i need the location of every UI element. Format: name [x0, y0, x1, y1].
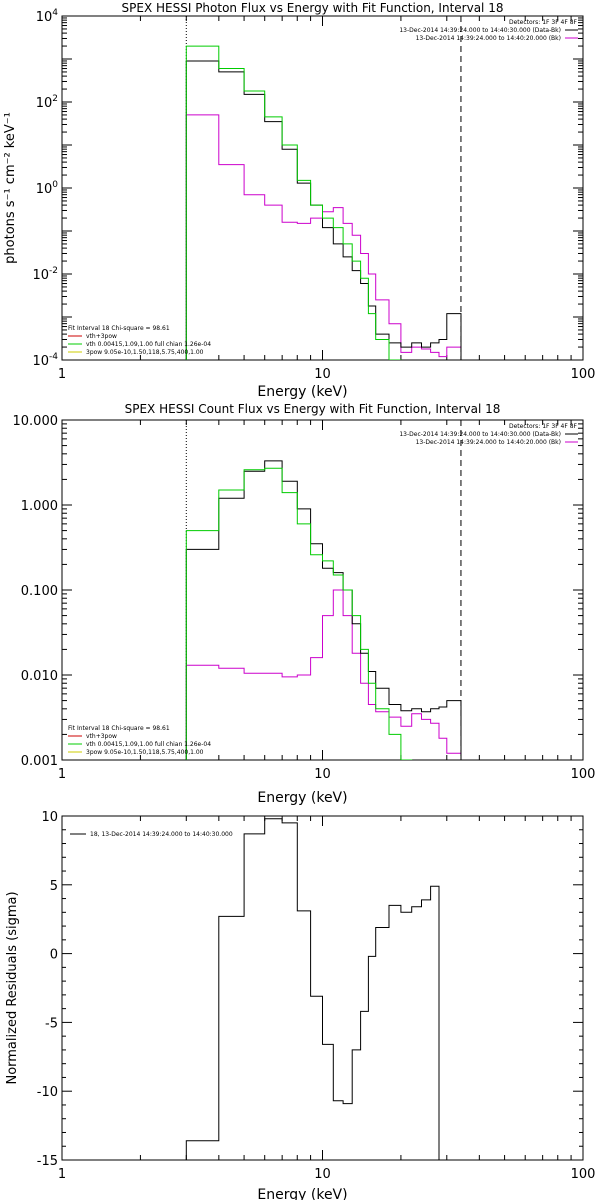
y-axis-label: photons s⁻¹ cm⁻² keV⁻¹: [3, 112, 18, 264]
x-tick-label: 10: [314, 1167, 331, 1182]
plot-area: [185, 45, 462, 360]
plot-area: [185, 460, 462, 760]
y-tick-label: 100: [36, 180, 59, 197]
plot-frame: [61, 15, 584, 361]
y-axis-label: Normalized Residuals (sigma): [5, 891, 20, 1084]
legend-entry: 18, 13-Dec-2014 14:39:24.000 to 14:40:30…: [90, 831, 233, 838]
x-tick-label: 1: [58, 767, 66, 782]
y-tick-label: 104: [36, 8, 59, 25]
x-tick-label: 10: [314, 367, 331, 382]
y-tick-exponent: 2: [52, 94, 58, 104]
x-axis-label: Energy (keV): [257, 1187, 347, 1200]
y-tick-base: 10: [32, 268, 49, 283]
y-tick-label: 0.010: [21, 669, 58, 684]
x-tick-label: 100: [571, 1167, 596, 1182]
plot-area: [185, 818, 440, 1160]
legend-fit-header: Fit Interval 18 Chi-square = 98.61: [68, 725, 170, 732]
y-tick-label: 0.001: [21, 754, 58, 769]
y-tick-label: -15: [37, 1154, 58, 1169]
x-axis-label: Energy (keV): [257, 384, 347, 400]
x-tick-label: 1: [58, 367, 66, 382]
series-black-histogram: [185, 460, 462, 760]
chart-panel-2: [61, 419, 584, 761]
legend-top-entry: Detectors: 1F 3F 4F 8F: [509, 19, 578, 26]
legend-top-entry: 13-Dec-2014 14:39:24.000 to 14:40:20.000…: [416, 35, 561, 42]
plot-frame: [61, 419, 584, 761]
legend-fit-entry: vth 0.00415,1.09,1.00 full chian 1.26e-0…: [86, 341, 211, 348]
x-tick-label: 10: [314, 767, 331, 782]
x-tick-label: 1: [58, 1167, 66, 1182]
legend-fit-entry: vth+3pow: [86, 733, 117, 740]
legend-top-entry: 13-Dec-2014 14:39:24.000 to 14:40:30.000…: [399, 27, 561, 34]
y-tick-label: 10-2: [32, 266, 58, 283]
x-axis-label: Energy (keV): [257, 790, 347, 806]
y-tick-exponent: 0: [52, 180, 58, 190]
chart-title: SPEX HESSI Photon Flux vs Energy with Fi…: [122, 1, 504, 15]
y-tick-base: 10: [36, 10, 53, 25]
y-tick-label: 102: [36, 94, 58, 111]
legend-fit-entry: vth+3pow: [86, 333, 117, 340]
y-tick-base: 10: [32, 354, 49, 369]
y-tick-label: 0: [50, 948, 58, 963]
series-magenta-histogram: [185, 589, 462, 760]
plot-frame: [61, 815, 584, 1161]
legend-top-entry: 13-Dec-2014 14:39:24.000 to 14:40:20.000…: [416, 439, 561, 446]
chart-panel-3: [61, 815, 584, 1161]
legend-fit-entry: 3pow 9.05e-10,1.50,118,5.75,400,1.00: [86, 349, 204, 356]
y-tick-base: 10: [36, 182, 53, 197]
legend-top-entry: Detectors: 1F 3F 4F 8F: [509, 423, 578, 430]
legend-fit-header: Fit Interval 18 Chi-square = 98.61: [68, 325, 170, 332]
chart-title: SPEX HESSI Count Flux vs Energy with Fit…: [125, 402, 501, 416]
y-tick-label: 1.000: [21, 499, 58, 514]
y-tick-exponent: -4: [49, 352, 58, 362]
y-tick-exponent: -2: [49, 266, 58, 276]
legend-fit-entry: vth 0.00415,1.09,1.00 full chian 1.26e-0…: [86, 741, 211, 748]
y-tick-label: 10.000: [13, 414, 59, 429]
series-magenta-histogram: [185, 114, 462, 360]
y-tick-exponent: 4: [52, 8, 58, 18]
series-green-histogram: [185, 467, 413, 760]
y-tick-label: 10: [41, 810, 58, 825]
y-tick-label: 5: [50, 879, 58, 894]
y-tick-base: 10: [36, 96, 53, 111]
y-tick-label: 0.100: [21, 584, 58, 599]
series-green-histogram: [185, 45, 402, 360]
y-tick-label: -10: [37, 1085, 58, 1100]
legend-top-entry: 13-Dec-2014 14:39:24.000 to 14:40:30.000…: [399, 431, 561, 438]
x-tick-label: 100: [571, 767, 596, 782]
x-tick-label: 100: [571, 367, 596, 382]
series-black-histogram: [185, 818, 440, 1160]
legend-fit-entry: 3pow 9.05e-10,1.50,118,5.75,400,1.00: [86, 749, 204, 756]
y-tick-label: -5: [45, 1016, 58, 1031]
y-tick-label: 10-4: [32, 352, 58, 369]
